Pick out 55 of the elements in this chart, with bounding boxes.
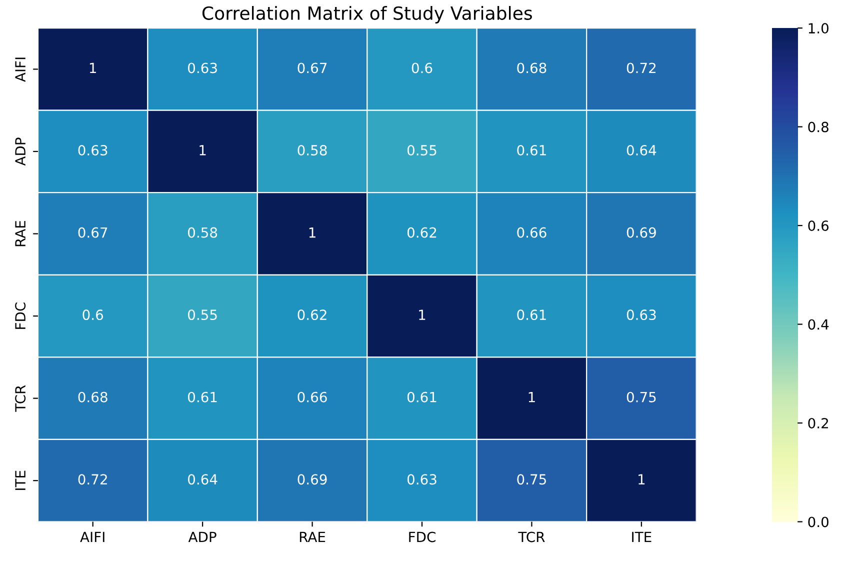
data-label: 0.72: [626, 62, 656, 74]
color-bar-label: 0.2: [808, 418, 828, 428]
data-label: 1: [638, 474, 645, 484]
data-label: 0.61: [517, 144, 546, 156]
x-tick-label: ITE: [632, 532, 652, 542]
data-label: 0.61: [188, 392, 217, 402]
y-tick-label: ADP: [15, 138, 26, 166]
data-label: 0.55: [407, 144, 436, 156]
data-label: 1: [419, 310, 426, 320]
data-label: 1: [90, 62, 96, 74]
data-label: 0.55: [188, 310, 217, 320]
x-tick-label: FDC: [409, 532, 436, 542]
data-label: 0.69: [626, 227, 656, 238]
data-label: 0.62: [298, 310, 326, 320]
data-label: 0.64: [626, 144, 656, 156]
data-label: 0.66: [298, 392, 327, 402]
data-label: 0.68: [517, 62, 546, 74]
color-bar-label: 0.0: [808, 516, 828, 528]
data-label: 0.66: [517, 227, 546, 238]
data-label: 0.6: [412, 62, 432, 74]
color-bar-label: 0.8: [808, 122, 828, 132]
data-label: 1: [309, 227, 316, 238]
data-label: 0.64: [188, 474, 218, 485]
data-label: 0.63: [626, 310, 656, 320]
data-label: 1: [200, 145, 206, 156]
x-tick-label: AIFI: [80, 532, 104, 542]
color-bar-label: 0.6: [808, 220, 829, 231]
y-tick-label: RAE: [15, 220, 26, 246]
y-tick-label: TCR: [15, 385, 26, 412]
data-label: 0.69: [298, 474, 327, 485]
y-tick-label: AIFI: [15, 58, 26, 82]
data-label: 0.68: [78, 392, 108, 402]
x-tick-label: TCR: [518, 532, 545, 542]
data-label: 1: [528, 392, 535, 402]
data-label: 0.72: [78, 474, 107, 485]
chart-title: Correlation Matrix of Study Variables: [202, 6, 532, 24]
data-label: 0.58: [188, 227, 218, 238]
color-bar-label: 0.4: [808, 319, 829, 330]
data-label: 0.61: [517, 310, 546, 320]
y-tick-label: FDC: [15, 302, 26, 329]
data-label: 0.62: [407, 227, 436, 238]
y-tick-label: ITE: [15, 470, 26, 490]
data-label: 0.63: [407, 474, 436, 485]
x-tick-label: ADP: [188, 532, 216, 542]
data-label: 0.75: [517, 474, 546, 485]
data-label: 0.61: [407, 392, 436, 402]
data-label: 0.67: [78, 227, 108, 238]
color-bar-label: 1.0: [808, 23, 828, 34]
data-label: 0.75: [626, 392, 656, 402]
data-label: 0.6: [82, 310, 104, 320]
data-label: 0.63: [188, 62, 217, 74]
data-label: 0.67: [298, 62, 327, 74]
data-label: 0.58: [298, 144, 327, 156]
data-label: 0.63: [78, 144, 108, 156]
x-tick-label: RAE: [300, 532, 326, 542]
